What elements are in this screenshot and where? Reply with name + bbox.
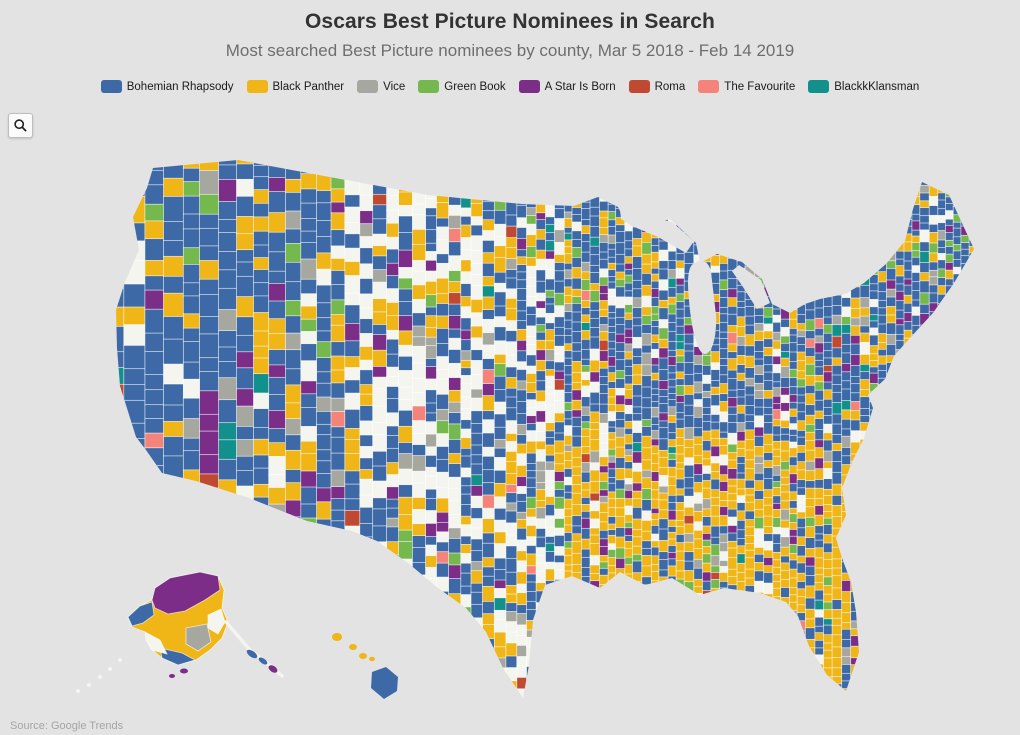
county-mosaic[interactable]	[104, 140, 997, 715]
legend-label: BlackkKlansman	[834, 81, 919, 93]
legend-label: Roma	[655, 81, 686, 93]
alaska[interactable]	[76, 572, 282, 693]
legend-label: Black Panther	[273, 81, 345, 93]
legend-item: A Star Is Born	[519, 80, 616, 93]
legend-swatch	[629, 80, 650, 93]
legend-item: Roma	[629, 80, 686, 93]
legend-item: Bohemian Rhapsody	[101, 80, 234, 93]
legend-swatch	[519, 80, 540, 93]
legend-label: The Favourite	[724, 81, 795, 93]
page-subtitle: Most searched Best Picture nominees by c…	[0, 41, 1020, 61]
search-button[interactable]	[8, 113, 33, 138]
legend-item: The Favourite	[698, 80, 795, 93]
legend-label: A Star Is Born	[545, 81, 616, 93]
legend-swatch	[698, 80, 719, 93]
legend: Bohemian Rhapsody Black Panther Vice Green …	[0, 80, 1020, 93]
legend-swatch	[247, 80, 268, 93]
map-header: Oscars Best Picture Nominees in Search M…	[0, 10, 1020, 61]
legend-swatch	[418, 80, 439, 93]
source-note: Source: Google Trends	[10, 720, 123, 732]
search-icon	[13, 118, 28, 133]
us-county-choropleth-map[interactable]	[0, 140, 1020, 715]
legend-swatch	[101, 80, 122, 93]
legend-swatch	[357, 80, 378, 93]
legend-item: Vice	[357, 80, 405, 93]
legend-item: Black Panther	[247, 80, 345, 93]
legend-item: BlackkKlansman	[808, 80, 919, 93]
page-title: Oscars Best Picture Nominees in Search	[0, 10, 1020, 34]
map-container	[0, 140, 1020, 715]
legend-label: Vice	[383, 81, 405, 93]
legend-label: Bohemian Rhapsody	[127, 81, 234, 93]
legend-label: Green Book	[444, 81, 505, 93]
legend-swatch	[808, 80, 829, 93]
hawaii[interactable]	[332, 633, 398, 699]
legend-item: Green Book	[418, 80, 505, 93]
